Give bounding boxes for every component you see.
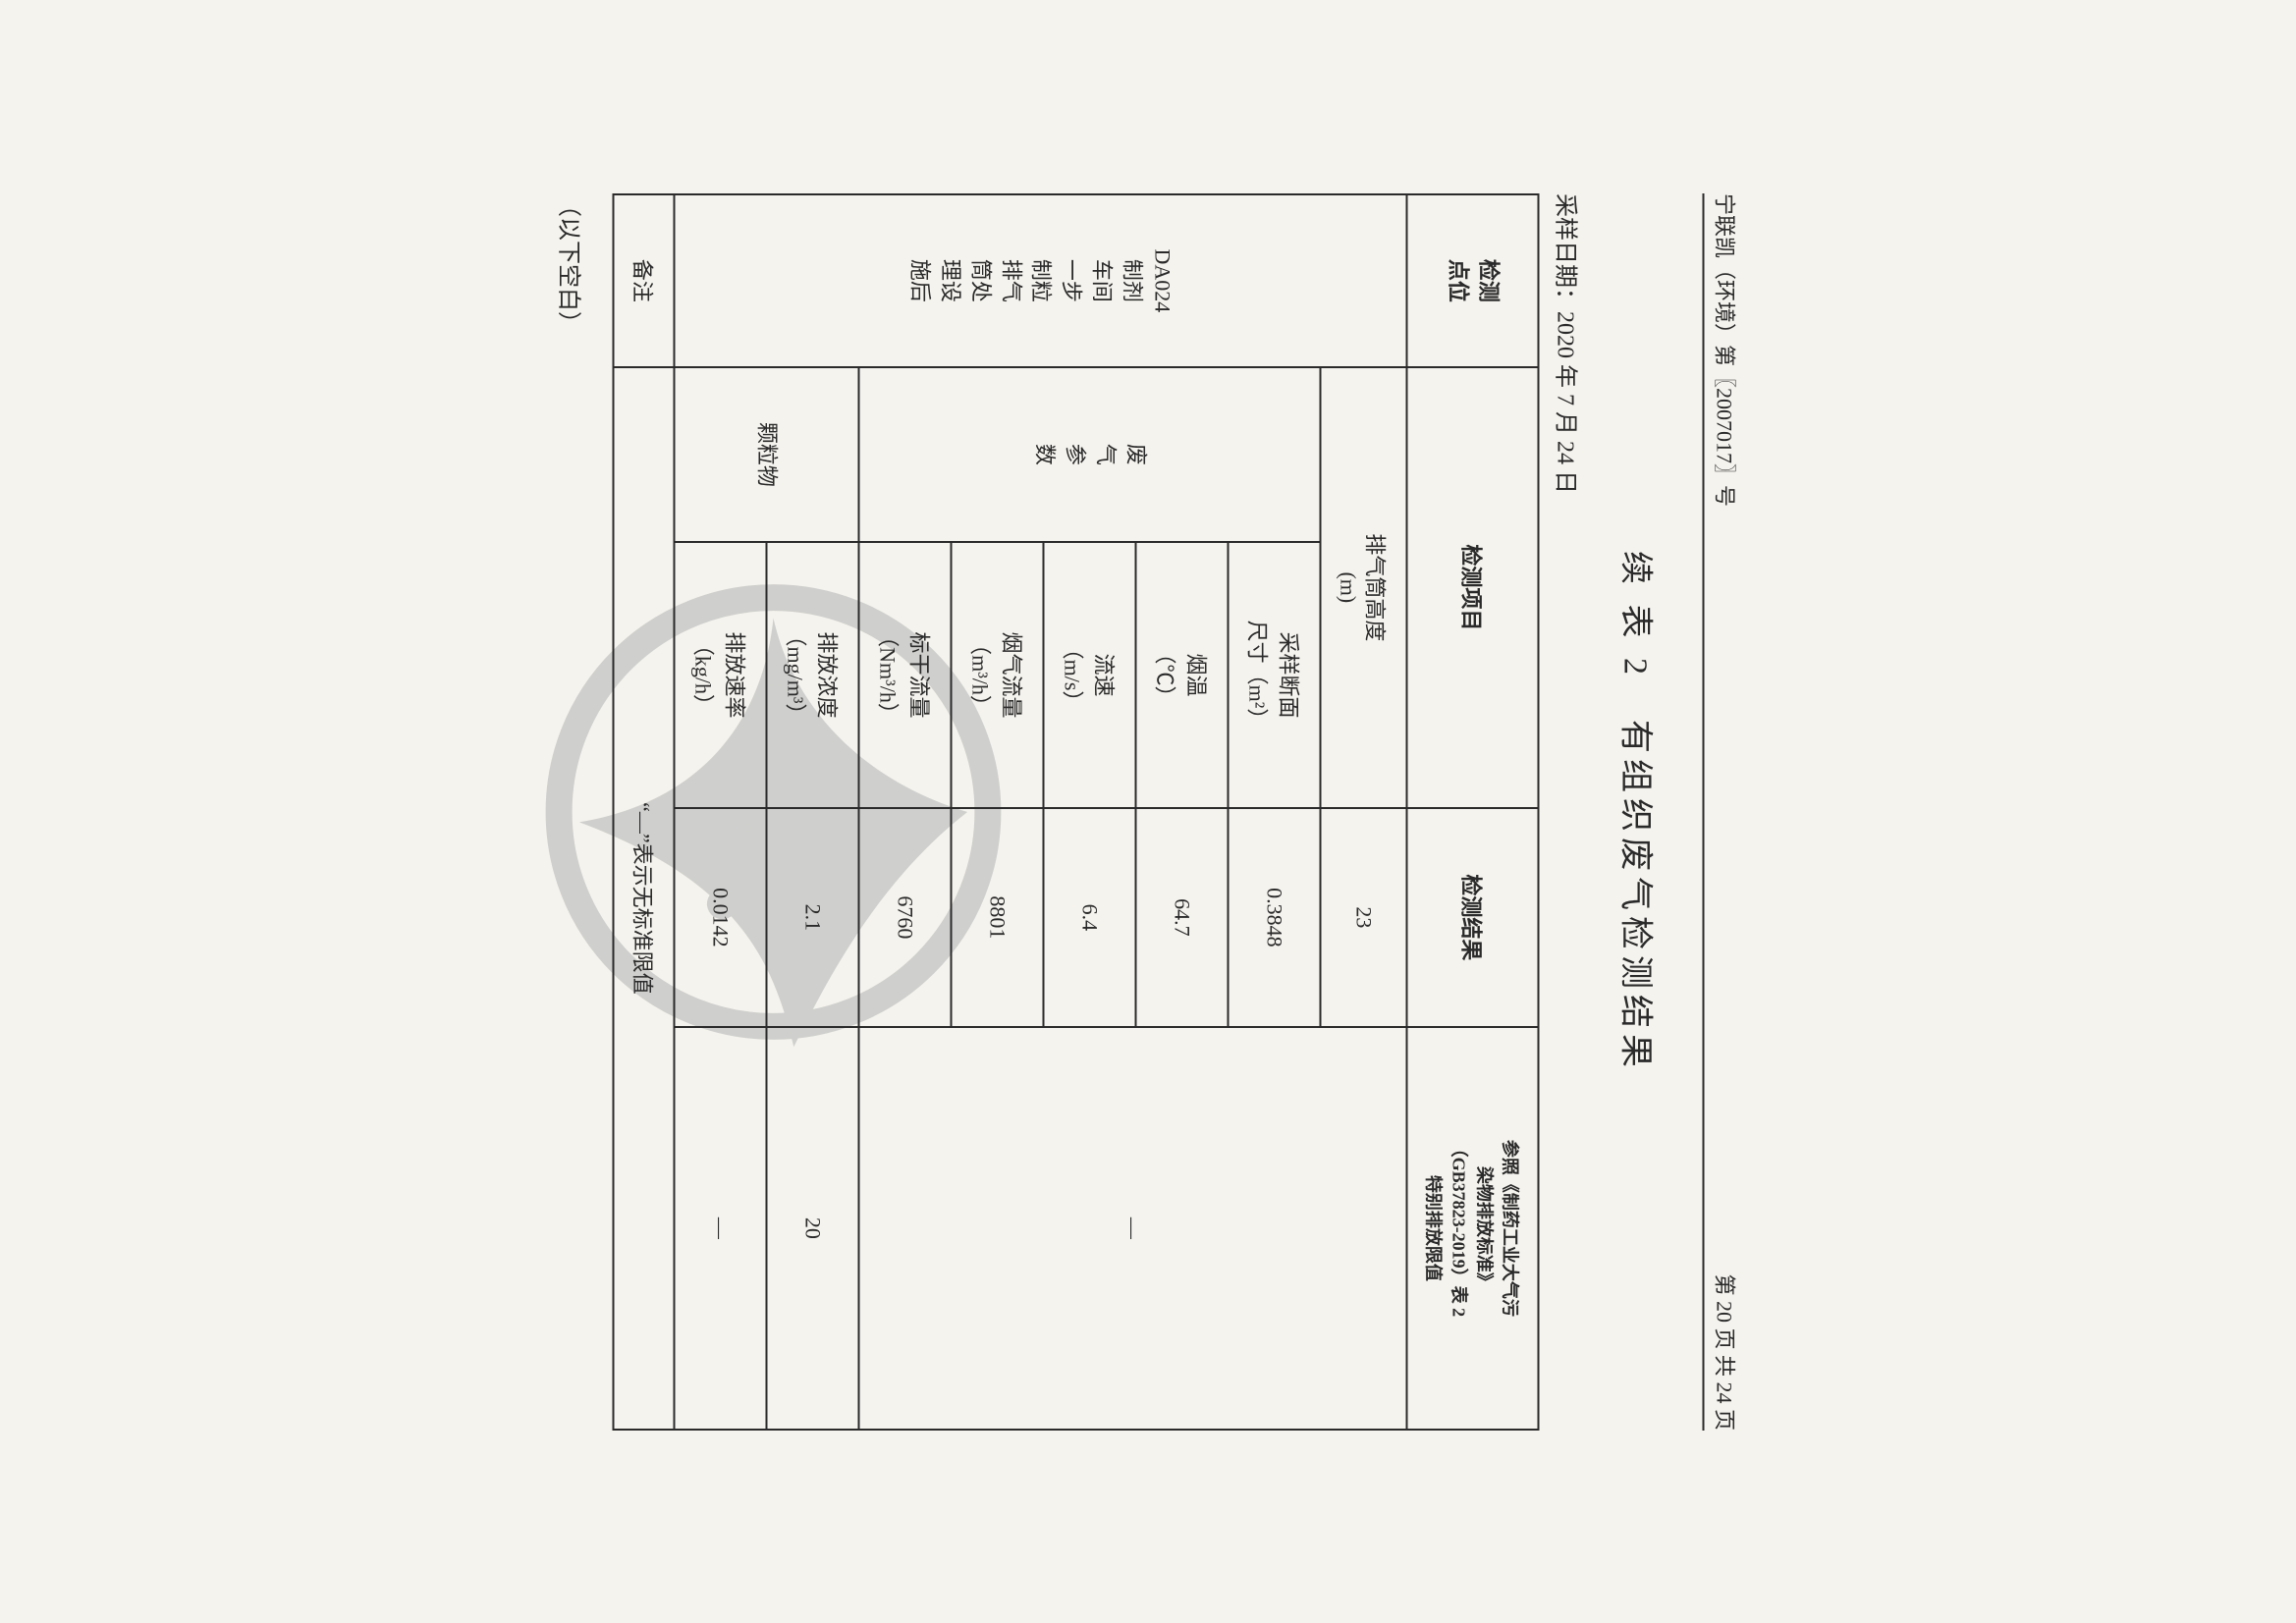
- result-cell: 6760: [859, 807, 952, 1026]
- results-table: 检测点位 检测项目 检测结果 参照《制药工业大气污染物排放标准》（GB37823…: [613, 193, 1540, 1431]
- remark-text-cell: “—”表示无标准限值: [614, 366, 675, 1429]
- col-header-item: 检测项目: [1407, 366, 1539, 807]
- col-header-limit: 参照《制药工业大气污染物排放标准》（GB37823-2019）表 2特别排放限值: [1407, 1026, 1539, 1429]
- result-cell: 0.3848: [1229, 807, 1321, 1026]
- subitem-cell: 标干流量（Nm³/h）: [859, 542, 952, 808]
- result-cell: 0.0142: [675, 807, 767, 1026]
- table-wrapper: 检测点位 检测项目 检测结果 参照《制药工业大气污染物排放标准》（GB37823…: [613, 193, 1540, 1431]
- document-header: 宁联凯（环境）第〖2007017〗号 第 20 页 共 24 页: [1703, 193, 1742, 1431]
- subitem-cell: 流速（m/s）: [1044, 542, 1136, 808]
- col-header-result: 检测结果: [1407, 807, 1539, 1026]
- sample-date: 采样日期：2020 年 7 月 24 日: [1552, 193, 1586, 1431]
- point-location-cell: DA024制剂车间一步制粒排气筒处理设施后: [675, 194, 1407, 367]
- item-group-cell: 废气参数: [859, 366, 1321, 541]
- page-container: 宁联凯（环境）第〖2007017〗号 第 20 页 共 24 页 续 表 2 有…: [496, 76, 1801, 1548]
- document-title: 续 表 2 有组织废气检测结果: [1615, 193, 1664, 1431]
- result-cell: 6.4: [1044, 807, 1136, 1026]
- table-remark-row: 备注 “—”表示无标准限值: [614, 194, 675, 1430]
- subitem-cell: 烟温（℃）: [1136, 542, 1229, 808]
- limit-cell: —: [675, 1026, 767, 1429]
- subitem-cell: 排放速率（kg/h）: [675, 542, 767, 808]
- table-row: DA024制剂车间一步制粒排气筒处理设施后 排气筒高度(m) 23 —: [1321, 194, 1407, 1430]
- subitem-cell: 烟气流量（m³/h）: [952, 542, 1044, 808]
- result-cell: 2.1: [767, 807, 859, 1026]
- blank-note: （以下空白）: [555, 193, 589, 1431]
- subitem-cell: 排放浓度（mg/m³）: [767, 542, 859, 808]
- item-cell: 排气筒高度(m): [1321, 366, 1407, 807]
- header-right: 第 20 页 共 24 页: [1711, 1273, 1742, 1431]
- remark-label-cell: 备注: [614, 194, 675, 367]
- item-group-cell: 颗粒物: [675, 366, 859, 541]
- limit-cell: 20: [767, 1026, 859, 1429]
- result-cell: 64.7: [1136, 807, 1229, 1026]
- header-left: 宁联凯（环境）第〖2007017〗号: [1711, 193, 1742, 507]
- subitem-cell: 采样断面尺寸（m²）: [1229, 542, 1321, 808]
- result-cell: 23: [1321, 807, 1407, 1026]
- col-header-point: 检测点位: [1407, 194, 1539, 367]
- result-cell: 8801: [952, 807, 1044, 1026]
- table-header-row: 检测点位 检测项目 检测结果 参照《制药工业大气污染物排放标准》（GB37823…: [1407, 194, 1539, 1430]
- table-row: 颗粒物 排放浓度（mg/m³） 2.1 20: [767, 194, 859, 1430]
- limit-cell: —: [859, 1026, 1407, 1429]
